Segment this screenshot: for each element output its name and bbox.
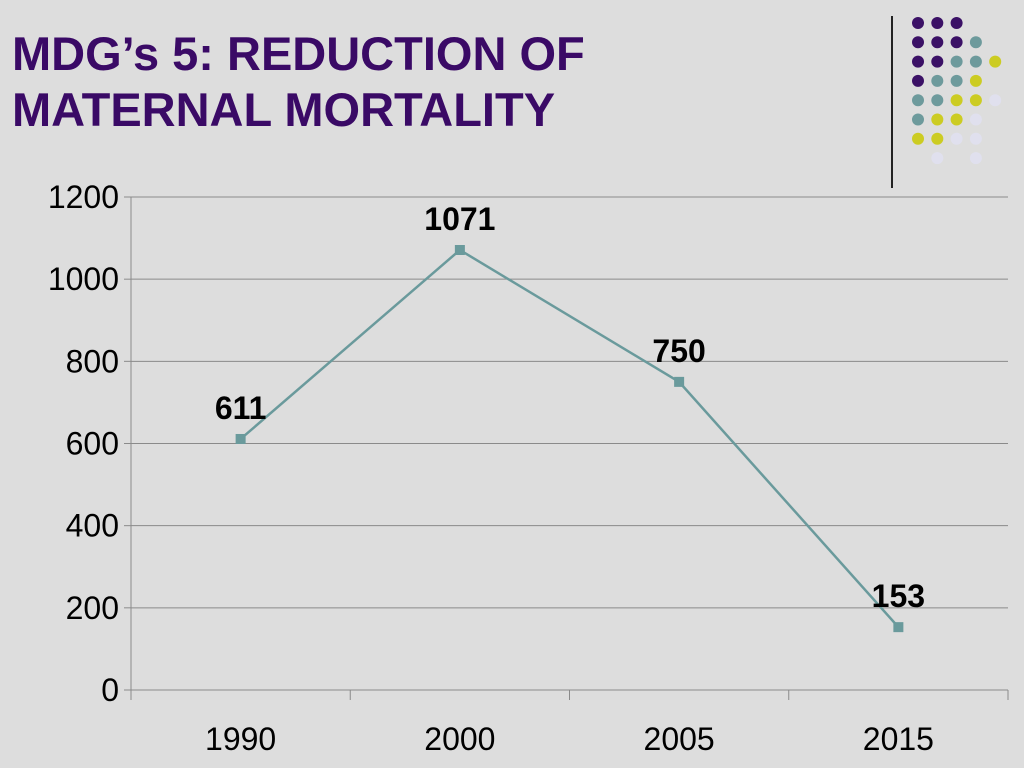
- title-divider-line: [891, 16, 893, 188]
- x-tick-label: 2000: [424, 721, 495, 757]
- slide-title-line-2: MATERNAL MORTALITY: [12, 83, 556, 136]
- data-label: 611: [215, 390, 267, 426]
- y-tick-label: 0: [101, 672, 119, 708]
- x-tick-label: 2015: [863, 721, 934, 757]
- data-point-marker: [674, 376, 685, 387]
- series-line: [239, 248, 900, 628]
- x-tick-label: 2005: [644, 721, 715, 757]
- y-tick-label: 600: [66, 426, 119, 462]
- data-label: 750: [652, 333, 705, 369]
- data-label: 1071: [424, 201, 495, 237]
- slide-title: MDG’s 5: REDUCTION OF MATERNAL MORTALITY: [12, 26, 585, 138]
- y-tick-label: 400: [66, 508, 119, 544]
- slide-title-line-1: MDG’s 5: REDUCTION OF: [12, 27, 585, 80]
- y-tick-label: 200: [66, 590, 119, 626]
- data-label: 153: [872, 578, 925, 614]
- y-tick-label: 1200: [48, 179, 119, 215]
- x-tick-label: 1990: [205, 721, 276, 757]
- data-point-marker: [235, 433, 246, 444]
- y-tick-label: 1000: [48, 261, 119, 297]
- data-point-marker: [893, 622, 904, 633]
- y-tick-label: 800: [66, 343, 119, 379]
- data-point-marker: [454, 244, 465, 255]
